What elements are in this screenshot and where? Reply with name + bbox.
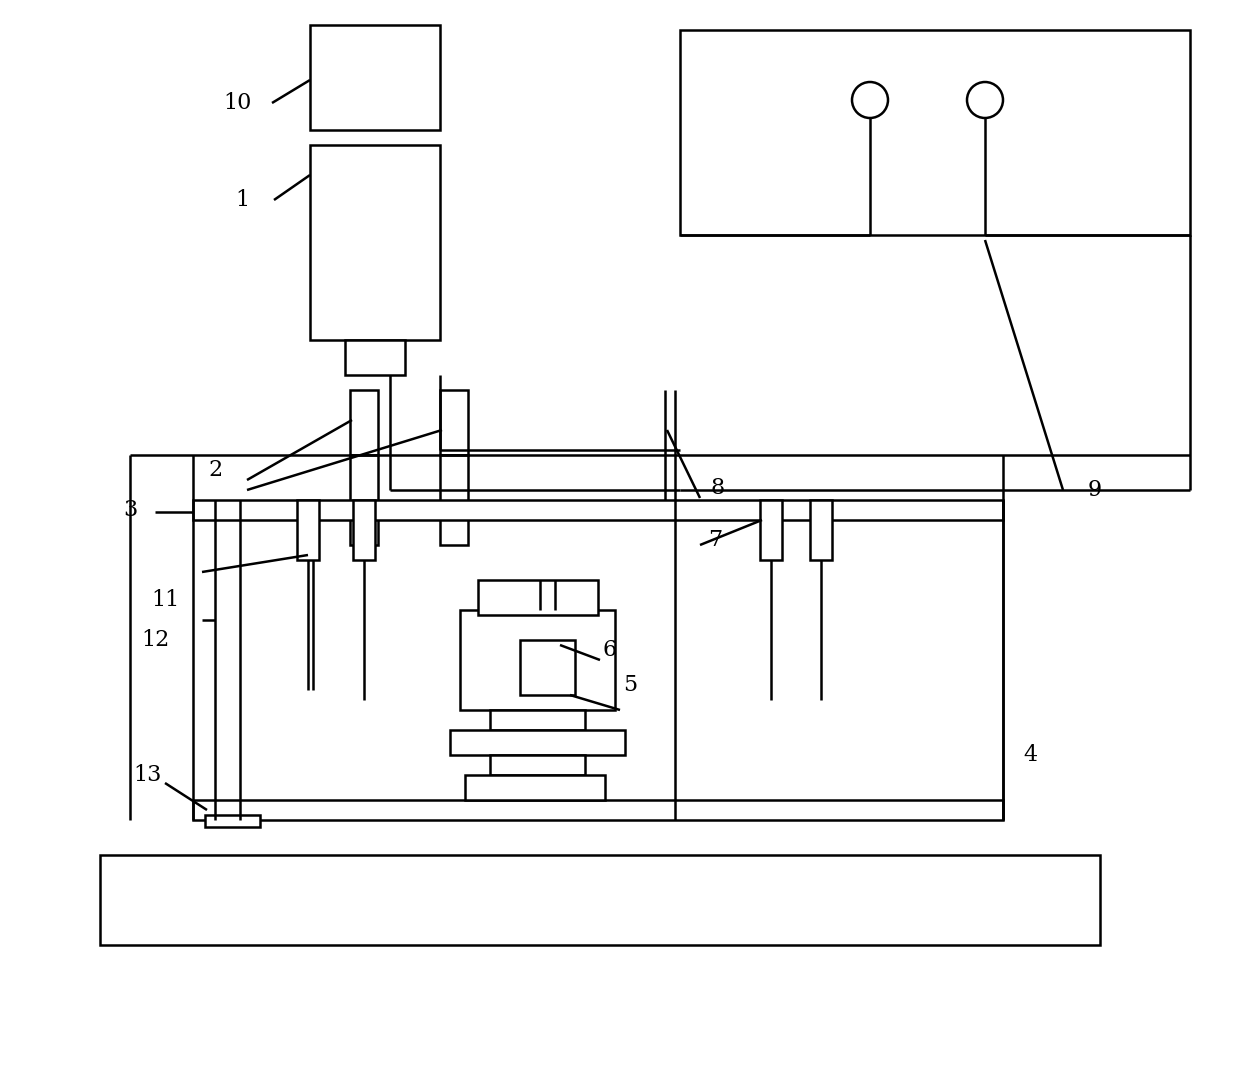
Text: 13: 13	[134, 764, 162, 786]
Text: 1: 1	[234, 189, 249, 211]
Bar	[440, 455, 467, 545]
Bar	[205, 815, 260, 827]
Text: 12: 12	[141, 630, 169, 651]
Bar	[520, 640, 575, 695]
Bar	[490, 710, 585, 730]
Text: 8: 8	[711, 477, 725, 499]
Text: 4: 4	[1023, 744, 1037, 766]
Bar	[353, 500, 374, 560]
Text: 7: 7	[708, 529, 722, 551]
Text: 9: 9	[1087, 479, 1102, 501]
Bar	[193, 800, 1003, 821]
Bar	[350, 391, 378, 455]
Bar	[680, 30, 1190, 235]
Bar	[298, 500, 319, 560]
Bar	[450, 730, 625, 755]
Bar	[490, 755, 585, 775]
Bar	[100, 855, 1100, 945]
Bar	[350, 455, 378, 545]
Bar	[440, 391, 467, 455]
Bar	[477, 580, 598, 615]
Text: 3: 3	[123, 499, 138, 521]
Bar	[760, 500, 782, 560]
Bar	[465, 775, 605, 800]
Bar	[810, 500, 832, 560]
Text: 11: 11	[151, 589, 179, 611]
Text: 6: 6	[603, 639, 618, 660]
Bar	[460, 610, 615, 710]
Bar	[310, 145, 440, 340]
Bar	[310, 25, 440, 130]
Bar	[193, 500, 1003, 520]
Text: 5: 5	[622, 674, 637, 696]
Text: 2: 2	[208, 459, 222, 481]
Bar	[345, 340, 405, 375]
Text: 10: 10	[223, 92, 252, 114]
